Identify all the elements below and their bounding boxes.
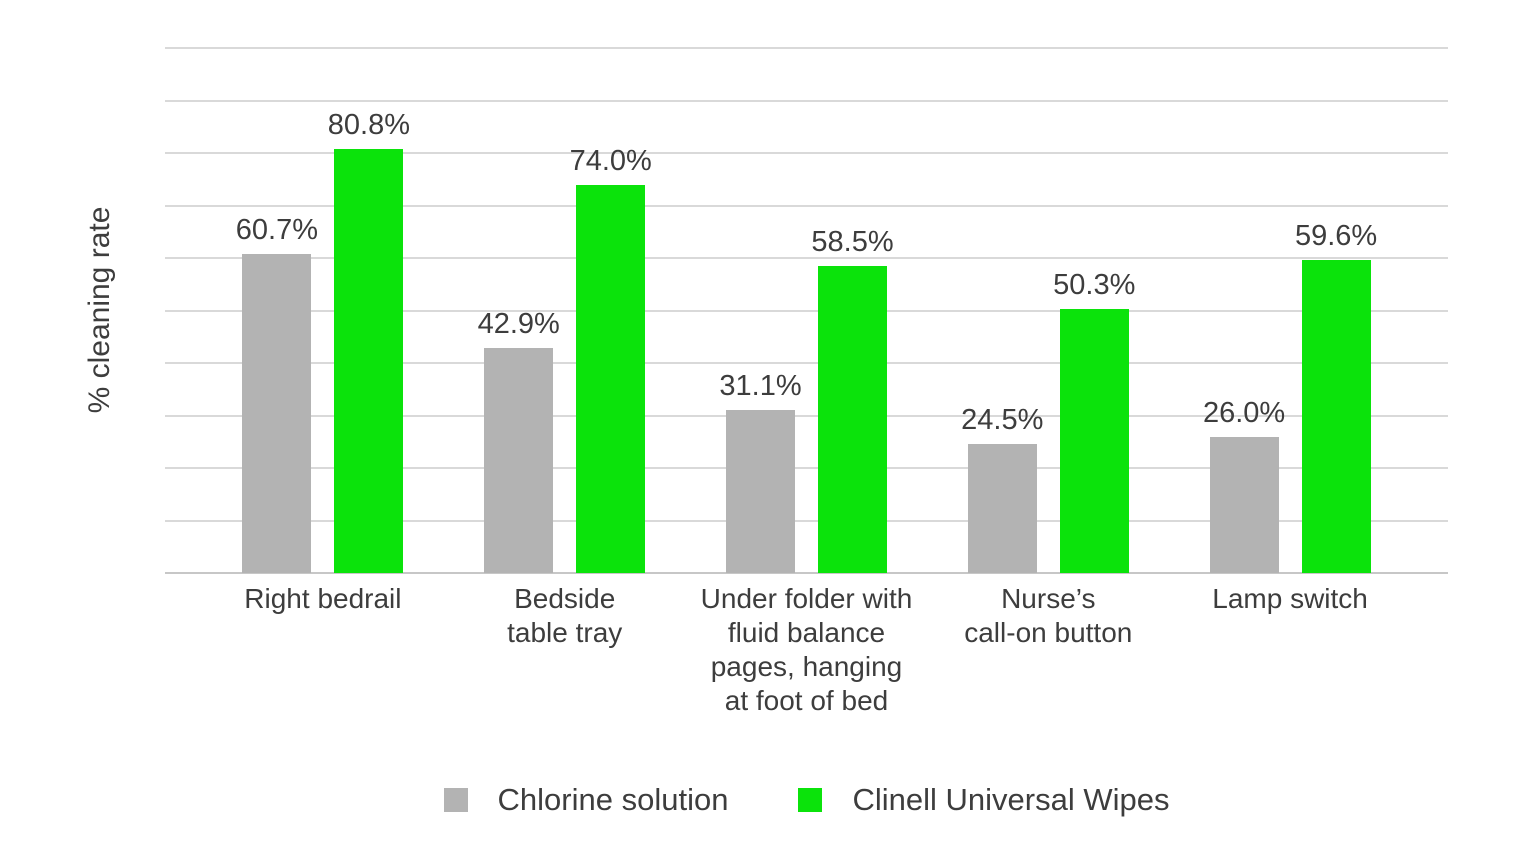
bar-cell: 60.7% [236, 48, 318, 573]
bar-group: 26.0% 59.6% [1169, 48, 1411, 573]
x-axis-category-label: Nurse’s call-on button [964, 583, 1133, 648]
legend: Chlorine solution Clinell Universal Wipe… [165, 782, 1448, 818]
bar-group: 31.1% 58.5% [686, 48, 928, 573]
bar-group: 60.7% 80.8% [202, 48, 444, 573]
gridline [165, 519, 1448, 522]
bar-value-label: 50.3% [1053, 268, 1136, 301]
bar-value-label: 80.8% [327, 108, 411, 141]
bar-group: 24.5% 50.3% [927, 48, 1169, 573]
bar-value-label: 24.5% [961, 404, 1044, 437]
gridline [165, 152, 1448, 154]
bar-group: 42.9% 74.0% [444, 48, 686, 573]
legend-label: Chlorine solution [497, 782, 729, 817]
x-axis-category-label: Bedside table tray [507, 583, 623, 648]
bar-value-label: 42.9% [477, 307, 560, 340]
x-axis-category-label: Right bedrail [244, 583, 402, 614]
bar-value-label: 26.0% [1202, 396, 1286, 429]
bar-clinell-universal-wipes [817, 265, 887, 573]
gridline [165, 99, 1448, 102]
bar-clinell-universal-wipes [576, 184, 646, 573]
bar-chlorine-solution [725, 409, 795, 573]
bar-cell: 59.6% [1295, 48, 1377, 573]
legend-item-clinell-universal-wipes: Clinell Universal Wipes [798, 782, 1169, 818]
bar-clinell-universal-wipes [1301, 260, 1371, 573]
bar-cell: 26.0% [1203, 48, 1285, 573]
gridline [165, 362, 1448, 364]
bar-chlorine-solution [484, 347, 554, 573]
plot-area: 60.7% 80.8% 42.9% 74.0% 31.1% 58.5% 24.5% 50.3%… [165, 47, 1448, 574]
legend-swatch-gray-icon [443, 788, 468, 812]
y-axis-title: % cleaning rate [83, 206, 116, 414]
gridline [165, 467, 1448, 469]
bar-value-label: 31.1% [719, 369, 802, 402]
bar-clinell-universal-wipes [1059, 308, 1129, 573]
bar-chlorine-solution [242, 254, 312, 573]
bar-value-label: 74.0% [569, 144, 652, 177]
gridline [165, 47, 1448, 49]
x-axis-category-label: Under folder with fluid balance pages, h… [700, 583, 913, 716]
bar-cell: 58.5% [811, 48, 894, 573]
bar-cell: 74.0% [570, 48, 652, 573]
x-axis-category-label: Lamp switch [1212, 583, 1368, 614]
legend-item-chlorine-solution: Chlorine solution [443, 782, 729, 818]
bar-cell: 31.1% [719, 48, 802, 573]
bar-cell: 80.8% [328, 48, 410, 573]
bar-chlorine-solution [967, 444, 1037, 573]
legend-swatch-green-icon [798, 788, 823, 812]
gridline [165, 309, 1448, 312]
bar-cell: 24.5% [961, 48, 1043, 573]
gridline [165, 204, 1448, 207]
gridline [165, 414, 1448, 417]
bar-chlorine-solution [1209, 436, 1279, 573]
bar-value-label: 58.5% [811, 225, 894, 258]
bar-value-label: 60.7% [235, 214, 319, 247]
legend-label: Clinell Universal Wipes [852, 782, 1170, 817]
x-axis-baseline [165, 572, 1448, 574]
bars-layer: 60.7% 80.8% 42.9% 74.0% 31.1% 58.5% 24.5% 50.3%… [165, 48, 1448, 573]
bar-cell: 50.3% [1053, 48, 1135, 573]
x-axis-labels: Right bedrail Bedside table tray Under fol… [165, 582, 1448, 718]
bar-value-label: 59.6% [1294, 220, 1378, 253]
bar-clinell-universal-wipes [334, 148, 404, 573]
gridline [165, 257, 1448, 259]
bar-cell: 42.9% [478, 48, 560, 573]
